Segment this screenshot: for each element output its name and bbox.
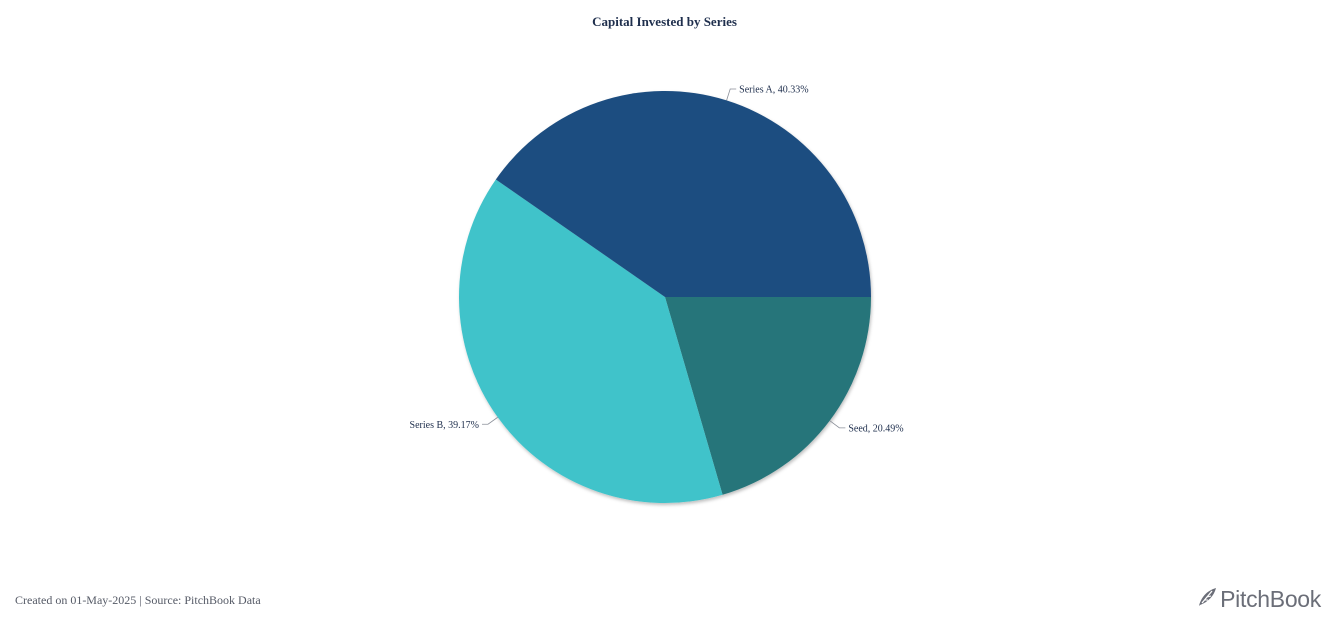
footer-source-note: Created on 01-May-2025 | Source: PitchBo… bbox=[15, 593, 261, 607]
chart-title: Capital Invested by Series bbox=[592, 14, 737, 29]
pitchbook-leaf-icon bbox=[1196, 586, 1218, 613]
pie-slice-series-b bbox=[459, 179, 723, 504]
pie-leader-line bbox=[482, 416, 498, 425]
brand-name: PitchBook bbox=[1220, 586, 1321, 612]
pie-leader-line bbox=[829, 420, 846, 429]
pie-leader-line bbox=[726, 88, 737, 101]
pie-slice-label: Seed, 20.49% bbox=[848, 423, 903, 434]
brand-logo: PitchBook bbox=[1196, 586, 1321, 613]
pie-slice-series-a bbox=[495, 90, 871, 297]
pie-slice-seed bbox=[665, 297, 871, 495]
pie-slice-label: Series A, 40.33% bbox=[739, 84, 808, 95]
pie-slice-label: Series B, 39.17% bbox=[410, 420, 479, 431]
